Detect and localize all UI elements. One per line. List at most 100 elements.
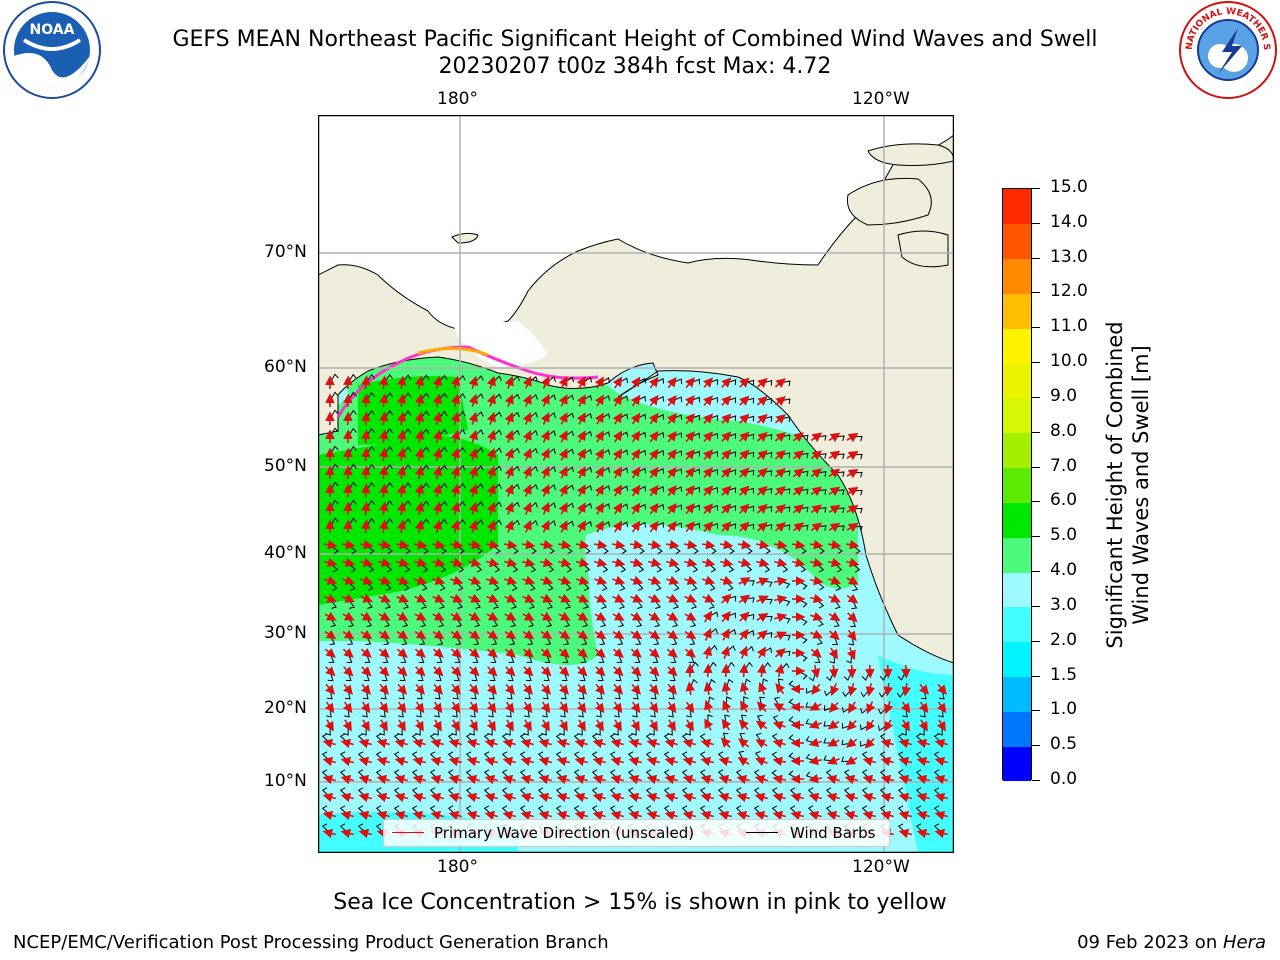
wave-arrow <box>718 774 733 785</box>
wave-arrow <box>343 393 353 408</box>
wave-arrow <box>772 810 787 821</box>
wave-arrow <box>810 468 823 479</box>
wave-arrow <box>360 557 374 568</box>
colorbar-tick <box>1032 396 1040 398</box>
wave-arrow <box>538 792 553 803</box>
wave-arrow <box>576 593 589 603</box>
wave-arrow <box>594 502 604 515</box>
wave-arrow <box>540 376 550 389</box>
wave-arrow <box>827 539 842 550</box>
colorbar-tick-label: 1.5 <box>1050 664 1078 685</box>
wave-arrow <box>792 468 804 479</box>
wave-arrow <box>773 576 788 587</box>
wave-arrow <box>845 539 860 550</box>
wave-arrow <box>774 378 786 388</box>
wave-arrow <box>430 774 445 785</box>
wave-arrow <box>664 756 679 767</box>
wave-arrow <box>612 412 623 425</box>
wave-arrow <box>648 629 661 640</box>
wave-arrow <box>703 449 714 460</box>
wave-arrow <box>378 575 392 585</box>
wave-arrow <box>538 810 553 821</box>
wave-arrow <box>720 628 730 641</box>
wave-arrow <box>487 683 497 695</box>
wave-arrow <box>684 611 697 621</box>
wave-arrow <box>648 412 659 425</box>
map: Primary Wave Direction (unscaled) Wind B… <box>318 115 954 853</box>
wave-arrow <box>880 738 895 749</box>
colorbar-tick-label: 14.0 <box>1050 211 1088 232</box>
wave-arrow <box>432 719 442 732</box>
wave-arrow <box>556 810 571 821</box>
wave-arrow <box>847 682 858 697</box>
wave-arrow <box>721 467 732 478</box>
wave-arrow <box>682 738 697 749</box>
wave-arrow <box>898 738 913 749</box>
wave-arrow <box>559 666 570 677</box>
wave-arrow <box>574 774 589 785</box>
colorbar-tick-label: 5.0 <box>1050 525 1078 546</box>
wave-arrow <box>594 648 606 658</box>
wave-arrow <box>378 611 391 621</box>
wave-arrow <box>450 519 461 534</box>
wave-arrow <box>810 629 823 639</box>
wave-arrow <box>630 611 643 621</box>
wave-arrow <box>522 448 532 461</box>
wave-arrow <box>721 413 732 424</box>
wave-arrow <box>378 593 391 603</box>
wave-arrow <box>901 682 912 697</box>
wave-arrow <box>754 792 769 803</box>
wave-arrow <box>828 611 841 622</box>
wave-arrow <box>397 666 408 677</box>
chart-title: GEFS MEAN Northeast Pacific Significant … <box>172 27 1098 52</box>
wave-arrow <box>433 666 444 677</box>
wave-arrow <box>630 376 641 389</box>
lon-label-top-180: 180° <box>437 89 478 109</box>
wave-arrow <box>414 465 425 480</box>
lat-label-50n: 50°N <box>264 456 307 476</box>
wave-arrow <box>522 466 532 479</box>
wave-arrow <box>666 611 679 621</box>
wave-arrow <box>846 647 856 661</box>
wave-arrow <box>520 738 535 749</box>
wave-arrow <box>916 738 931 749</box>
wave-arrow <box>630 557 644 568</box>
wave-direction-arrows <box>322 375 949 839</box>
wave-arrow <box>504 411 514 425</box>
wave-arrow <box>684 648 696 658</box>
wave-arrow <box>664 774 679 785</box>
wave-arrow <box>557 539 572 550</box>
colorbar-tick <box>1032 640 1040 642</box>
wave-arrow <box>556 738 571 749</box>
wave-arrow <box>704 699 714 713</box>
wave-arrow <box>738 594 751 605</box>
wave-arrow <box>414 557 428 568</box>
wave-arrow <box>322 810 337 821</box>
wave-arrow <box>574 810 589 821</box>
wave-arrow <box>451 683 461 695</box>
wave-arrow <box>396 557 410 568</box>
wave-arrow <box>630 448 641 461</box>
wave-arrow <box>774 613 788 623</box>
wave-arrow <box>466 738 481 749</box>
wave-arrow <box>718 792 733 803</box>
wave-arrow <box>810 593 824 604</box>
wave-arrow <box>718 756 733 767</box>
wave-arrow <box>721 718 732 731</box>
wave-arrow <box>379 666 390 677</box>
wave-arrow <box>395 539 410 550</box>
wave-arrow <box>540 520 550 533</box>
wave-arrow <box>486 629 499 640</box>
wave-arrow <box>520 756 535 767</box>
wave-arrow <box>522 575 536 585</box>
colorbar <box>1002 188 1032 782</box>
wave-arrow <box>376 738 391 749</box>
wave-arrow <box>756 595 769 605</box>
wave-arrow <box>324 611 337 621</box>
wave-arrow <box>502 774 517 785</box>
wave-arrow <box>450 429 461 444</box>
ocean-edge-southeast <box>878 655 954 853</box>
wave-arrow <box>610 810 625 821</box>
wave-arrow <box>646 756 661 767</box>
wave-arrow <box>379 465 389 480</box>
